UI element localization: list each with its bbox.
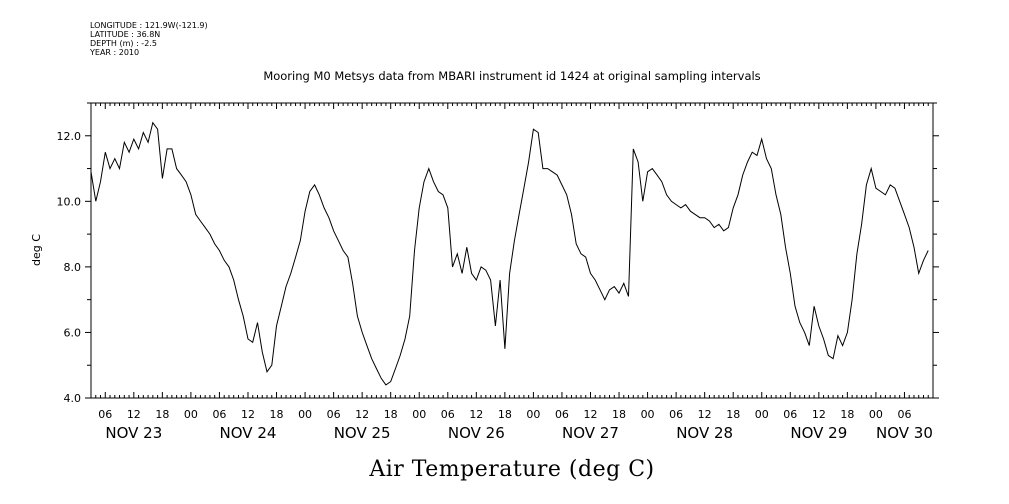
x-tick-label: 12 bbox=[127, 408, 141, 421]
y-tick-label: 10.0 bbox=[57, 195, 82, 208]
y-tick-labels: 4.0 6.0 8.0 10.0 12.0 bbox=[57, 130, 82, 405]
x-tick-label: 18 bbox=[726, 408, 740, 421]
x-tick-label: 00 bbox=[412, 408, 426, 421]
x-tick-label: 12 bbox=[812, 408, 826, 421]
y-tick-label: 6.0 bbox=[64, 326, 82, 339]
x-tick-label: 06 bbox=[98, 408, 112, 421]
x-tick-label: 06 bbox=[327, 408, 341, 421]
x-tick-label: 00 bbox=[755, 408, 769, 421]
x-tick-label: 18 bbox=[155, 408, 169, 421]
x-tick-label: 00 bbox=[298, 408, 312, 421]
y-tick-label: 4.0 bbox=[64, 392, 82, 405]
x-tick-label: 12 bbox=[355, 408, 369, 421]
y-tick-label: 12.0 bbox=[57, 130, 82, 143]
x-tick-label: 00 bbox=[869, 408, 883, 421]
day-label: NOV 27 bbox=[562, 424, 619, 442]
x-tick-label: 06 bbox=[441, 408, 455, 421]
x-tick-labels: 06 12 18 00 06 12 18 00 06 12 18 00 06 12 18 00 06 12 18 00… bbox=[98, 408, 911, 421]
plot-frame bbox=[90, 102, 934, 399]
year-text: YEAR : 2010 bbox=[90, 48, 140, 57]
x-tick-label: 06 bbox=[783, 408, 797, 421]
x-axis-label: Air Temperature (deg C) bbox=[368, 457, 654, 482]
day-label: NOV 26 bbox=[448, 424, 505, 442]
y-axis-label: deg C bbox=[30, 234, 43, 266]
axis-ticks bbox=[85, 102, 939, 399]
x-tick-label: 00 bbox=[641, 408, 655, 421]
x-tick-label: 18 bbox=[840, 408, 854, 421]
series-line-air-temperature bbox=[90, 121, 929, 386]
day-label: NOV 30 bbox=[876, 424, 933, 442]
x-tick-label: 12 bbox=[469, 408, 483, 421]
x-tick-label: 06 bbox=[555, 408, 569, 421]
day-label: NOV 23 bbox=[105, 424, 162, 442]
day-labels: NOV 23 NOV 24 NOV 25 NOV 26 NOV 27 NOV 28 NOV … bbox=[105, 424, 933, 442]
x-tick-label: 12 bbox=[583, 408, 597, 421]
x-tick-label: 00 bbox=[526, 408, 540, 421]
depth-text: DEPTH (m) : -2.5 bbox=[90, 39, 157, 48]
chart-title: Mooring M0 Metsys data from MBARI instru… bbox=[263, 69, 760, 83]
day-label: NOV 24 bbox=[220, 424, 277, 442]
y-tick-label: 8.0 bbox=[64, 261, 82, 274]
day-label: NOV 29 bbox=[790, 424, 847, 442]
latitude-text: LATITUDE : 36.8N bbox=[90, 30, 161, 39]
x-tick-label: 18 bbox=[612, 408, 626, 421]
metadata-block: LONGITUDE : 121.9W(-121.9) LATITUDE : 36… bbox=[90, 21, 208, 57]
day-label: NOV 28 bbox=[676, 424, 733, 442]
x-tick-label: 06 bbox=[897, 408, 911, 421]
x-tick-label: 00 bbox=[184, 408, 198, 421]
x-tick-label: 18 bbox=[384, 408, 398, 421]
x-tick-label: 18 bbox=[270, 408, 284, 421]
x-tick-label: 12 bbox=[241, 408, 255, 421]
day-label: NOV 25 bbox=[334, 424, 391, 442]
x-tick-label: 06 bbox=[669, 408, 683, 421]
x-tick-label: 12 bbox=[698, 408, 712, 421]
longitude-text: LONGITUDE : 121.9W(-121.9) bbox=[90, 21, 208, 30]
x-tick-label: 06 bbox=[212, 408, 226, 421]
x-tick-label: 18 bbox=[498, 408, 512, 421]
